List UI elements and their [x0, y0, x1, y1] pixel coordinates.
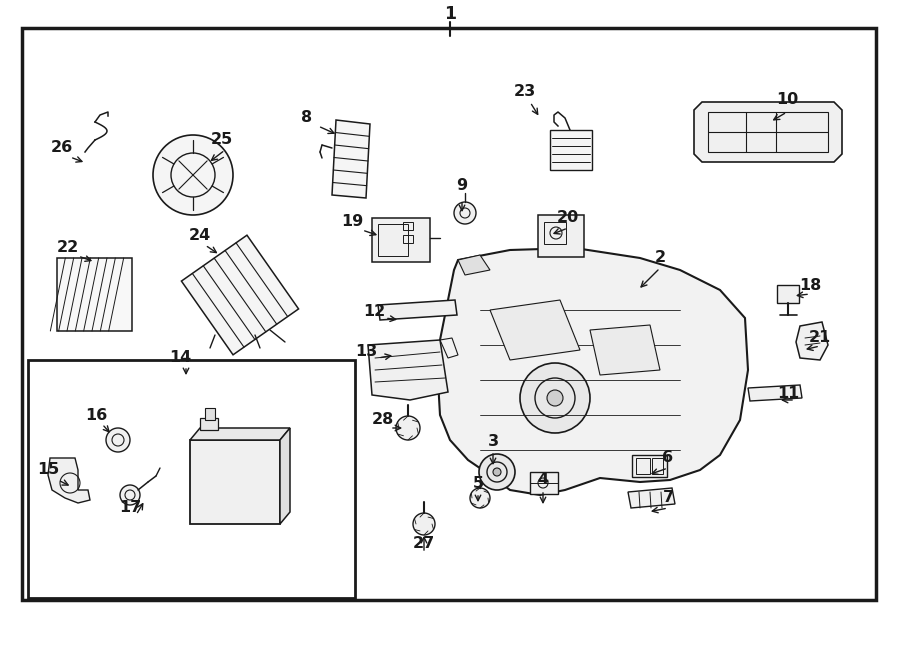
Text: 12: 12 [363, 305, 385, 319]
Bar [538, 215, 584, 257]
Text: 13: 13 [355, 344, 377, 360]
Text: 18: 18 [799, 278, 821, 293]
Bar [378, 224, 408, 256]
Polygon shape [368, 340, 448, 400]
Text: 24: 24 [189, 227, 212, 243]
Circle shape [454, 202, 476, 224]
Polygon shape [628, 488, 675, 508]
Circle shape [413, 513, 435, 535]
Bar [652, 458, 663, 474]
Bar [632, 455, 667, 477]
Text: 27: 27 [413, 535, 435, 551]
Text: 23: 23 [514, 85, 536, 100]
Circle shape [470, 488, 490, 508]
Text: 6: 6 [662, 451, 673, 465]
Circle shape [120, 485, 140, 505]
Bar [403, 222, 413, 230]
Bar [200, 418, 218, 430]
Text: 22: 22 [57, 241, 79, 256]
Polygon shape [190, 428, 290, 440]
Text: 2: 2 [654, 251, 666, 266]
Text: 26: 26 [51, 141, 73, 155]
Polygon shape [590, 325, 660, 375]
Text: 4: 4 [537, 473, 549, 488]
Bar [777, 285, 799, 303]
Polygon shape [458, 255, 490, 275]
Text: 21: 21 [809, 330, 831, 346]
Text: 16: 16 [85, 407, 107, 422]
Bar [403, 235, 413, 243]
Circle shape [520, 363, 590, 433]
Text: 3: 3 [488, 434, 499, 449]
Polygon shape [48, 458, 90, 503]
Bar [550, 130, 592, 170]
Text: 19: 19 [341, 215, 363, 229]
Polygon shape [694, 102, 842, 162]
Text: 8: 8 [302, 110, 312, 126]
Polygon shape [490, 300, 580, 360]
Text: 20: 20 [557, 210, 579, 225]
Circle shape [153, 135, 233, 215]
Bar [530, 472, 558, 494]
Circle shape [493, 468, 501, 476]
Circle shape [547, 390, 563, 406]
Polygon shape [796, 322, 828, 360]
Polygon shape [378, 300, 457, 320]
Text: 15: 15 [37, 463, 59, 477]
Circle shape [479, 454, 515, 490]
Bar [708, 112, 828, 152]
Polygon shape [280, 428, 290, 524]
Bar [28, 360, 355, 598]
Polygon shape [438, 248, 748, 495]
Text: 7: 7 [662, 490, 673, 506]
Polygon shape [182, 235, 299, 355]
Bar [57, 258, 132, 331]
Text: 10: 10 [776, 93, 798, 108]
Polygon shape [748, 385, 802, 401]
Text: 14: 14 [169, 350, 191, 366]
Polygon shape [190, 440, 280, 524]
Bar [636, 458, 650, 474]
Bar [544, 222, 566, 244]
Text: 11: 11 [777, 385, 799, 401]
Bar [22, 28, 876, 600]
Text: 1: 1 [444, 5, 456, 23]
Bar [372, 218, 430, 262]
Polygon shape [332, 120, 370, 198]
Text: 25: 25 [211, 132, 233, 147]
Circle shape [106, 428, 130, 452]
Text: 17: 17 [119, 500, 141, 516]
Text: 28: 28 [372, 412, 394, 428]
Bar [205, 408, 215, 420]
Text: 9: 9 [456, 178, 468, 192]
Circle shape [396, 416, 420, 440]
Text: 5: 5 [472, 475, 483, 490]
